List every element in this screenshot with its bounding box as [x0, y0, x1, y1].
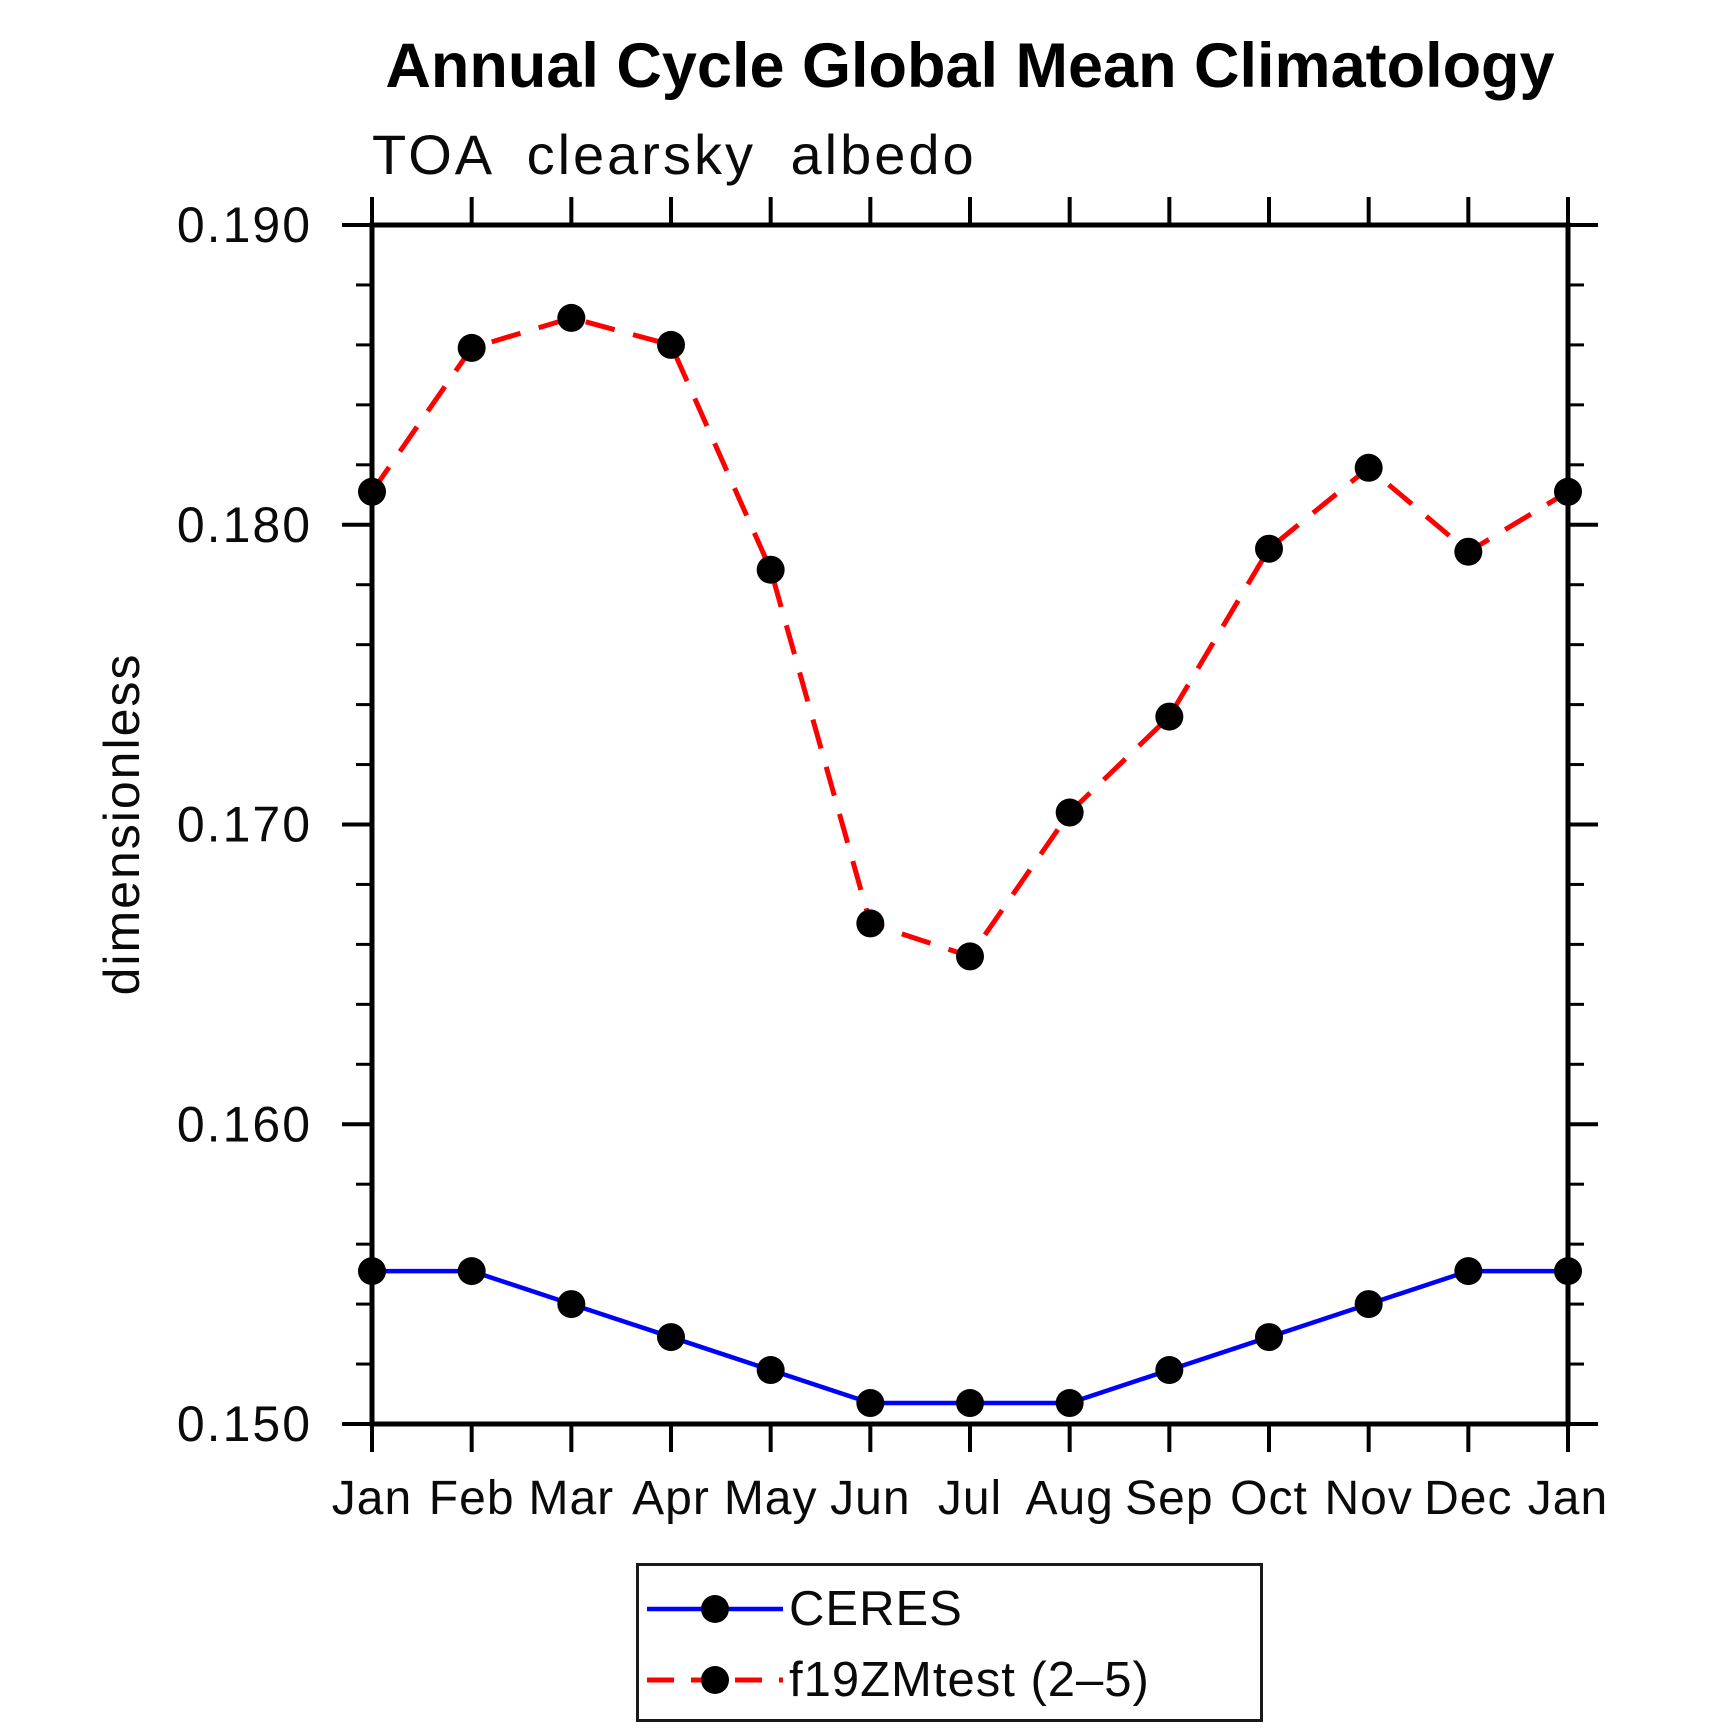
y-tick-label: 0.180: [177, 497, 312, 553]
legend-label-ceres: CERES: [789, 1582, 963, 1636]
data-point-0: [358, 1257, 386, 1286]
legend-marker-dot: [701, 1666, 729, 1694]
x-tick-label: Apr: [632, 1472, 710, 1525]
data-point-0: [756, 1356, 785, 1385]
chart-title: Annual Cycle Global Mean Climatology: [385, 31, 1555, 101]
y-tick-label: 0.160: [177, 1096, 312, 1152]
data-point-1: [457, 333, 486, 362]
data-point-0: [1354, 1290, 1383, 1319]
data-point-0: [1055, 1389, 1084, 1418]
data-point-0: [557, 1290, 586, 1319]
y-tick-label: 0.170: [177, 797, 312, 853]
data-point-1: [557, 303, 586, 332]
data-point-0: [1155, 1356, 1184, 1385]
x-tick-label: Jan: [332, 1472, 412, 1525]
legend-swatch-f19zmtest: [647, 1666, 783, 1694]
data-point-1: [756, 555, 785, 584]
data-point-1: [358, 477, 386, 506]
data-point-1: [1454, 537, 1483, 566]
data-point-1: [1155, 702, 1184, 731]
legend-swatch-ceres: [647, 1595, 783, 1623]
x-tick-label: Mar: [528, 1472, 614, 1525]
x-tick-label: Sep: [1125, 1472, 1213, 1525]
legend-row-f19zmtest: f19ZMtest (2–5): [643, 1650, 1150, 1710]
data-point-0: [657, 1323, 685, 1352]
x-tick-label: Feb: [429, 1472, 515, 1525]
data-point-0: [1454, 1257, 1483, 1286]
x-tick-label: Aug: [1025, 1472, 1113, 1525]
chart-subtitle: TOA clearsky albedo: [372, 123, 977, 186]
data-point-1: [1255, 534, 1283, 563]
y-tick-label: 0.190: [177, 197, 312, 253]
series-line-0: [372, 1268, 1568, 1406]
legend-label-f19zmtest: f19ZMtest (2–5): [789, 1653, 1150, 1707]
data-point-0: [856, 1389, 885, 1418]
data-point-1: [1354, 453, 1383, 482]
data-point-1: [657, 330, 685, 359]
legend-marker-dot: [701, 1595, 729, 1623]
x-tick-label: Nov: [1324, 1472, 1412, 1525]
legend-row-ceres: CERES: [643, 1579, 963, 1639]
x-tick-label: Jun: [830, 1472, 910, 1525]
x-tick-label: Jul: [938, 1472, 1002, 1525]
data-point-0: [1255, 1323, 1283, 1352]
data-point-0: [956, 1389, 984, 1418]
x-tick-label: May: [724, 1472, 818, 1525]
plot-frame: [369, 222, 1571, 1427]
x-tick-label: Oct: [1230, 1472, 1308, 1525]
data-point-1: [1554, 477, 1582, 506]
series-line-1: [369, 315, 1570, 960]
y-tick-label: 0.150: [177, 1396, 312, 1452]
data-point-1: [956, 942, 984, 971]
data-point-0: [1554, 1257, 1582, 1286]
x-tick-label: Dec: [1424, 1472, 1512, 1525]
data-point-1: [856, 909, 885, 938]
legend: CERES f19ZMtest (2–5): [636, 1563, 1263, 1722]
data-point-1: [1055, 798, 1084, 827]
data-point-0: [457, 1257, 486, 1286]
x-tick-label: Jan: [1528, 1472, 1608, 1525]
